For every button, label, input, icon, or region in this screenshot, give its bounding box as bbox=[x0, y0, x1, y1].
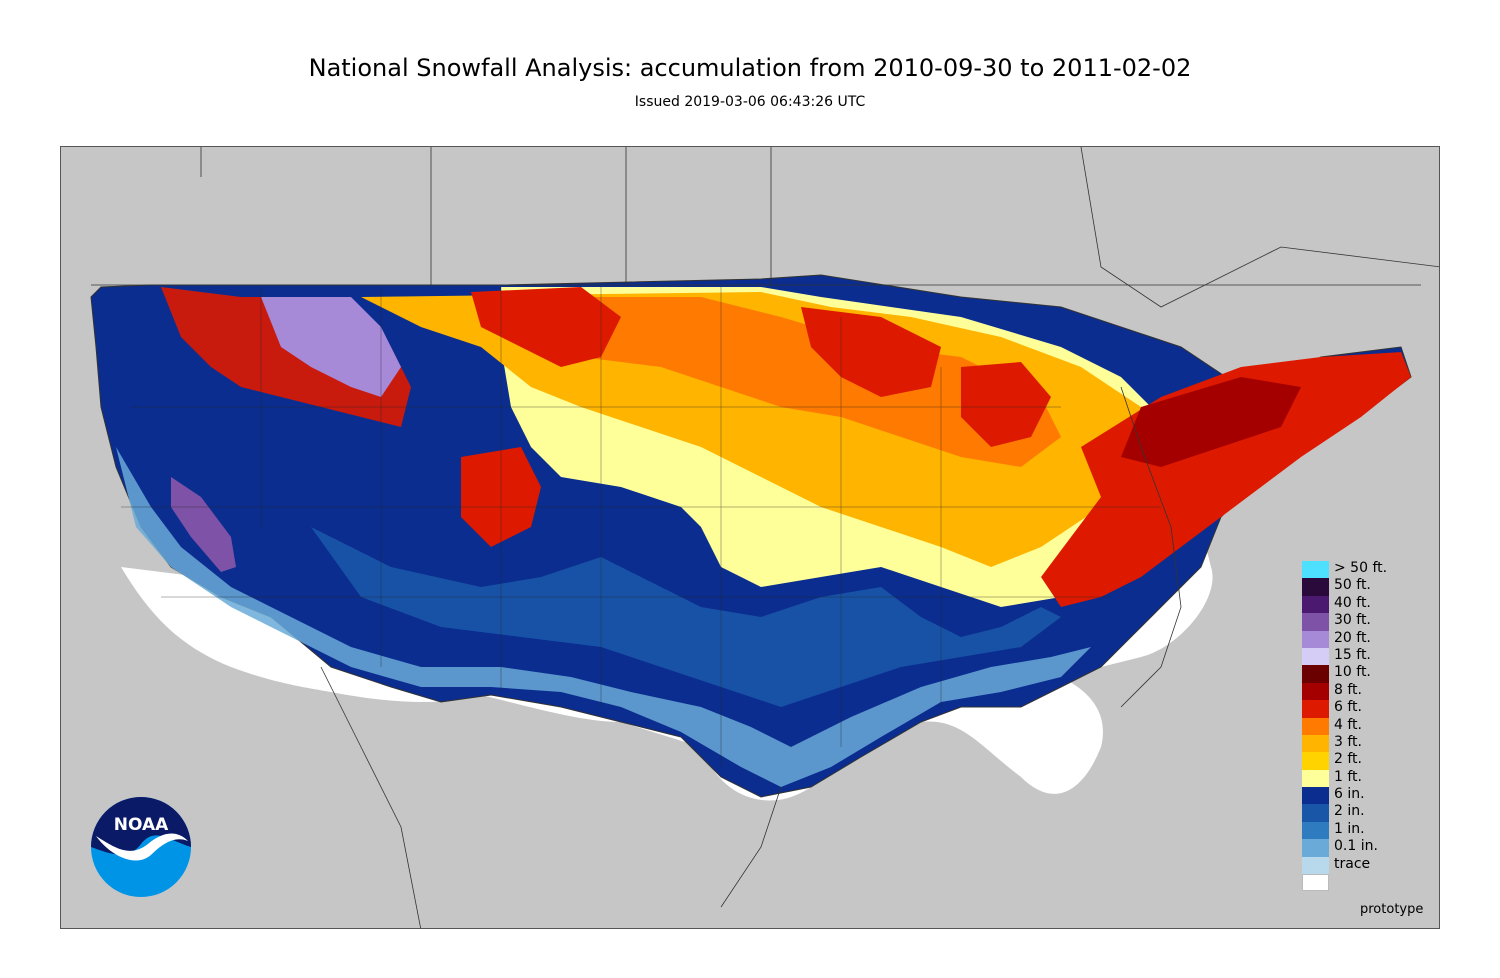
legend-label: 6 ft. bbox=[1334, 699, 1362, 716]
legend-swatch bbox=[1302, 647, 1329, 666]
legend-row: 40 ft. bbox=[1302, 594, 1402, 614]
legend-swatch bbox=[1302, 613, 1329, 631]
legend-swatch bbox=[1302, 787, 1329, 805]
issued-timestamp: Issued 2019-03-06 06:43:26 UTC bbox=[634, 94, 866, 110]
legend-swatch bbox=[1302, 561, 1329, 579]
legend-row: 3 ft. bbox=[1302, 733, 1402, 753]
legend-swatch bbox=[1302, 717, 1329, 735]
noaa-logo: NOAA bbox=[90, 796, 192, 898]
legend-label: 4 ft. bbox=[1334, 716, 1362, 733]
legend-row: 6 in. bbox=[1302, 786, 1402, 805]
prototype-label: prototype bbox=[1360, 902, 1424, 917]
legend-row: 30 ft. bbox=[1302, 612, 1402, 631]
map-title: National Snowfall Analysis: accumulation… bbox=[308, 54, 1192, 82]
legend-label: 30 ft. bbox=[1334, 612, 1371, 629]
legend-swatch bbox=[1302, 769, 1329, 788]
political-borders bbox=[91, 147, 1439, 928]
state-lines bbox=[121, 287, 1161, 767]
legend-row: 8 ft. bbox=[1302, 681, 1402, 701]
legend-label: 10 ft. bbox=[1334, 664, 1371, 681]
legend-label: > 50 ft. bbox=[1334, 560, 1388, 576]
darkred-northeast bbox=[1121, 377, 1301, 467]
red-upper-midwest bbox=[801, 307, 941, 397]
legend-swatch bbox=[1302, 804, 1329, 822]
legend-swatch bbox=[1302, 874, 1329, 892]
legend-row bbox=[1302, 874, 1402, 892]
legend-row: 0.1 in. bbox=[1302, 838, 1402, 857]
legend-row: 4 ft. bbox=[1302, 716, 1402, 735]
legend-swatch bbox=[1302, 665, 1329, 683]
legend: > 50 ft. 50 ft. 40 ft. 30 ft. 20 ft. 15 … bbox=[1302, 560, 1402, 892]
legend-swatch bbox=[1302, 752, 1329, 770]
red-michigan bbox=[961, 362, 1051, 447]
legend-swatch bbox=[1302, 630, 1329, 648]
legend-row: 6 ft. bbox=[1302, 699, 1402, 718]
orange-core bbox=[481, 297, 1061, 467]
red-northeast bbox=[1041, 352, 1411, 607]
legend-row: 2 in. bbox=[1302, 803, 1402, 822]
legend-label: 0.1 in. bbox=[1334, 838, 1378, 855]
red-north-plains bbox=[471, 287, 621, 367]
legend-label: trace bbox=[1334, 855, 1371, 872]
legend-row: 1 in. bbox=[1302, 820, 1402, 840]
mid-blue-patches bbox=[311, 527, 1061, 707]
legend-row: > 50 ft. bbox=[1302, 560, 1402, 579]
rockies-purple-core bbox=[261, 297, 401, 397]
legend-label: 1 ft. bbox=[1334, 768, 1362, 785]
legend-label: 2 ft. bbox=[1334, 751, 1362, 768]
legend-row: 20 ft. bbox=[1302, 629, 1402, 648]
noaa-logo-icon: NOAA bbox=[91, 797, 191, 897]
legend-swatch bbox=[1302, 578, 1329, 596]
legend-swatch bbox=[1302, 734, 1329, 753]
legend-row: 50 ft. bbox=[1302, 577, 1402, 596]
snowfall-map[interactable] bbox=[60, 146, 1440, 929]
legend-label: 1 in. bbox=[1334, 820, 1365, 837]
legend-label: 6 in. bbox=[1334, 786, 1365, 803]
legend-swatch bbox=[1302, 856, 1329, 875]
legend-label: 2 in. bbox=[1334, 803, 1365, 820]
legend-label: 8 ft. bbox=[1334, 681, 1362, 698]
legend-swatch bbox=[1302, 821, 1329, 840]
legend-row: 15 ft. bbox=[1302, 646, 1402, 666]
legend-swatch bbox=[1302, 700, 1329, 718]
legend-row: trace bbox=[1302, 855, 1402, 875]
legend-row: 2 ft. bbox=[1302, 751, 1402, 770]
legend-label: 20 ft. bbox=[1334, 629, 1371, 646]
sierra bbox=[171, 477, 236, 572]
legend-label: 3 ft. bbox=[1334, 733, 1362, 750]
legend-row: 1 ft. bbox=[1302, 768, 1402, 788]
legend-label: 40 ft. bbox=[1334, 594, 1371, 611]
legend-row: 10 ft. bbox=[1302, 664, 1402, 683]
noaa-logo-text: NOAA bbox=[114, 815, 169, 835]
legend-swatch bbox=[1302, 839, 1329, 857]
legend-swatch bbox=[1302, 682, 1329, 701]
legend-label: 15 ft. bbox=[1334, 646, 1371, 663]
legend-swatch bbox=[1302, 595, 1329, 614]
map-svg bbox=[90, 147, 1439, 928]
legend-label: 50 ft. bbox=[1334, 577, 1371, 594]
